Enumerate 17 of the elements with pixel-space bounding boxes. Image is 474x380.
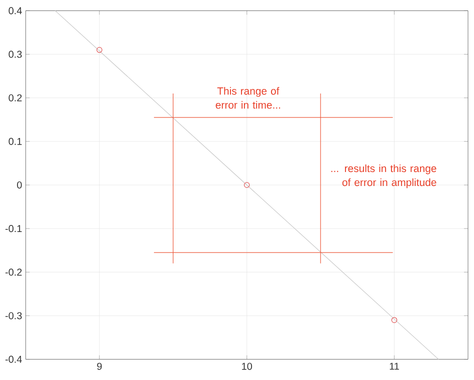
y-tick-label: 0.1 (8, 138, 22, 145)
x-tick-label: 9 (97, 362, 102, 370)
point (96, 47, 102, 53)
point (244, 182, 250, 188)
y-tick-label: 0.3 (8, 50, 22, 58)
annotation: ... results in this range of error in amplitude (331, 164, 436, 188)
y-tick-label: -0.3 (5, 312, 22, 320)
y-tick-label: 0.2 (8, 94, 22, 102)
y-tick-label: 0 (17, 181, 22, 189)
point (391, 317, 398, 323)
x-tick-label: 10 (242, 362, 252, 370)
y-tick-label: -0.1 (5, 225, 22, 232)
y-tick-label: 0.4 (8, 7, 22, 14)
x-tick-label: 11 (390, 362, 399, 370)
y-tick-label: -0.4 (5, 356, 22, 363)
y-tick-label: -0.2 (5, 268, 22, 276)
annotation: This range of error in time... (216, 87, 280, 109)
